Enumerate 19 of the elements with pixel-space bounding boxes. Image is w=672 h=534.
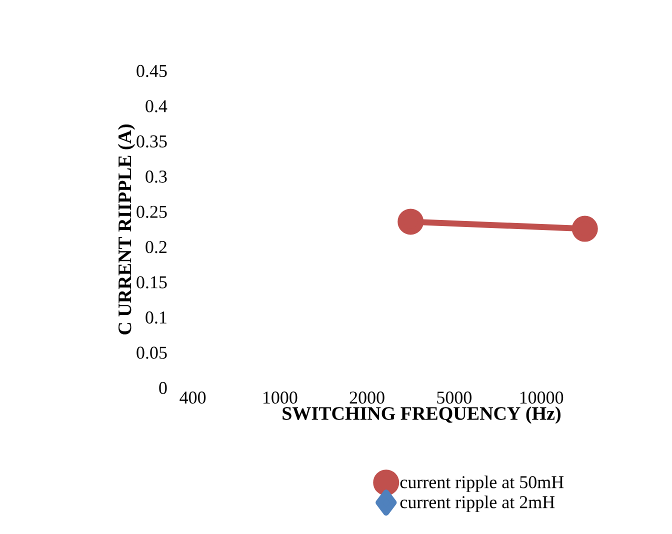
y-tick-label: 0 [159,382,167,394]
x-tick-label: 10000 [520,392,564,404]
x-axis-title: SWITCHING FREQUENCY (Hz) [282,406,560,424]
x-tick-label: 2000 [350,392,384,404]
y-tick-label: 0.3 [146,170,167,183]
x-tick-label: 5000 [437,392,472,404]
y-tick-label: 0.05 [136,346,167,359]
y-tick-label: 0.1 [146,311,166,324]
legend-label: current ripple at 2mH [400,496,555,512]
y-tick-label: 0.15 [136,276,167,288]
y-axis-title: C URRENT RIIPPLE (A) [118,124,136,334]
y-tick-label: 0.25 [136,206,167,218]
y-tick-label: 0.45 [136,64,167,78]
x-tick-label: 400 [180,392,206,404]
y-tick-label: 0.2 [146,240,166,254]
x-tick-label: 1000 [264,392,298,404]
y-tick-label: 0.35 [136,135,167,148]
y-tick-label: 0.4 [146,100,168,112]
legend-label: current ripple at 50mH [400,476,564,492]
